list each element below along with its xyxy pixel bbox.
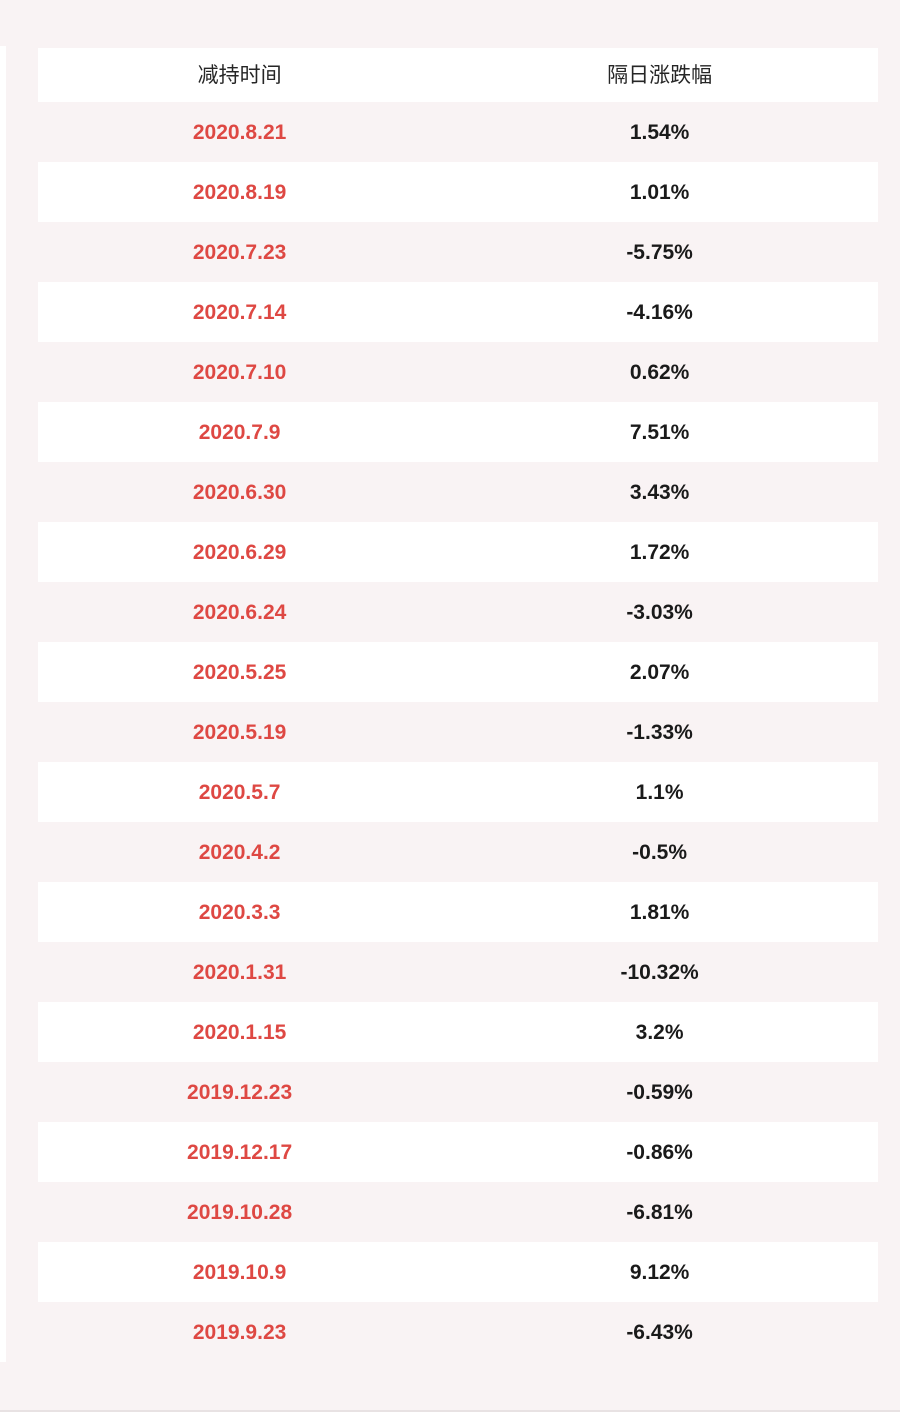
change-percent-cell: -6.81% bbox=[626, 1200, 693, 1224]
table-row: 2020.7.10 0.62% bbox=[38, 342, 878, 402]
reduction-date-cell: 2020.4.2 bbox=[198, 840, 281, 864]
change-percent-cell: 2.07% bbox=[629, 660, 690, 684]
reduction-date-cell: 2020.7.10 bbox=[192, 360, 287, 384]
change-percent-cell: 7.51% bbox=[629, 420, 690, 444]
reduction-date-cell: 2020.5.7 bbox=[198, 780, 281, 804]
header-reduction-date: 减持时间 bbox=[197, 63, 282, 87]
table-row: 2020.6.24 -3.03% bbox=[38, 582, 878, 642]
reduction-date-cell: 2020.8.21 bbox=[192, 120, 287, 144]
reduction-date-cell: 2020.7.23 bbox=[192, 240, 287, 264]
change-percent-cell: 3.2% bbox=[635, 1020, 684, 1044]
table-header-row: 减持时间 隔日涨跌幅 bbox=[38, 48, 878, 102]
reduction-date-cell: 2020.7.9 bbox=[198, 420, 281, 444]
change-percent-cell: -0.59% bbox=[626, 1080, 693, 1104]
table-row: 2020.5.7 1.1% bbox=[38, 762, 878, 822]
change-percent-cell: -6.43% bbox=[626, 1320, 693, 1344]
change-percent-cell: 1.72% bbox=[629, 540, 690, 564]
change-percent-cell: -4.16% bbox=[626, 300, 693, 324]
reduction-date-cell: 2020.3.3 bbox=[198, 900, 281, 924]
change-percent-cell: 9.12% bbox=[629, 1260, 690, 1284]
bottom-divider bbox=[0, 1410, 900, 1412]
reduction-date-cell: 2020.5.19 bbox=[192, 720, 287, 744]
change-percent-cell: -5.75% bbox=[626, 240, 693, 264]
reduction-date-cell: 2019.9.23 bbox=[192, 1320, 287, 1344]
table-row: 2020.5.25 2.07% bbox=[38, 642, 878, 702]
reduction-date-cell: 2020.6.30 bbox=[192, 480, 287, 504]
change-percent-cell: -0.86% bbox=[626, 1140, 693, 1164]
header-next-day-change: 隔日涨跌幅 bbox=[607, 63, 713, 87]
reduction-date-cell: 2020.1.15 bbox=[192, 1020, 287, 1044]
reduction-date-cell: 2019.10.28 bbox=[187, 1200, 293, 1224]
table-row: 2020.6.29 1.72% bbox=[38, 522, 878, 582]
reduction-date-cell: 2020.5.25 bbox=[192, 660, 287, 684]
change-percent-cell: 1.1% bbox=[635, 780, 684, 804]
table-row: 2020.1.15 3.2% bbox=[38, 1002, 878, 1062]
reduction-date-cell: 2020.7.14 bbox=[192, 300, 287, 324]
reduction-price-change-table: 减持时间 隔日涨跌幅 2020.8.21 1.54% 2020.8.19 1.0… bbox=[38, 48, 878, 1362]
change-percent-cell: 3.43% bbox=[629, 480, 690, 504]
table-row: 2019.12.17 -0.86% bbox=[38, 1122, 878, 1182]
table-row: 2019.9.23 -6.43% bbox=[38, 1302, 878, 1362]
table-row: 2019.10.28 -6.81% bbox=[38, 1182, 878, 1242]
change-percent-cell: -1.33% bbox=[626, 720, 693, 744]
reduction-date-cell: 2019.12.23 bbox=[187, 1080, 293, 1104]
reduction-date-cell: 2020.6.24 bbox=[192, 600, 287, 624]
table-row: 2020.8.19 1.01% bbox=[38, 162, 878, 222]
table-row: 2019.10.9 9.12% bbox=[38, 1242, 878, 1302]
change-percent-cell: 1.01% bbox=[629, 180, 690, 204]
table-row: 2019.12.23 -0.59% bbox=[38, 1062, 878, 1122]
reduction-date-cell: 2020.1.31 bbox=[192, 960, 287, 984]
change-percent-cell: 1.81% bbox=[629, 900, 690, 924]
table-row: 2020.3.3 1.81% bbox=[38, 882, 878, 942]
change-percent-cell: 1.54% bbox=[629, 120, 690, 144]
table-row: 2020.1.31 -10.32% bbox=[38, 942, 878, 1002]
table-row: 2020.8.21 1.54% bbox=[38, 102, 878, 162]
reduction-date-cell: 2019.10.9 bbox=[192, 1260, 287, 1284]
table-body: 2020.8.21 1.54% 2020.8.19 1.01% 2020.7.2… bbox=[38, 102, 878, 1362]
reduction-date-cell: 2020.6.29 bbox=[192, 540, 287, 564]
reduction-date-cell: 2019.12.17 bbox=[187, 1140, 293, 1164]
table-row: 2020.5.19 -1.33% bbox=[38, 702, 878, 762]
table-row: 2020.7.14 -4.16% bbox=[38, 282, 878, 342]
change-percent-cell: -3.03% bbox=[626, 600, 693, 624]
change-percent-cell: -10.32% bbox=[620, 960, 699, 984]
change-percent-cell: -0.5% bbox=[632, 840, 688, 864]
table-row: 2020.7.23 -5.75% bbox=[38, 222, 878, 282]
change-percent-cell: 0.62% bbox=[629, 360, 690, 384]
reduction-date-cell: 2020.8.19 bbox=[192, 180, 287, 204]
table-row: 2020.4.2 -0.5% bbox=[38, 822, 878, 882]
table-row: 2020.6.30 3.43% bbox=[38, 462, 878, 522]
table-row: 2020.7.9 7.51% bbox=[38, 402, 878, 462]
left-edge-strip bbox=[0, 46, 6, 1362]
